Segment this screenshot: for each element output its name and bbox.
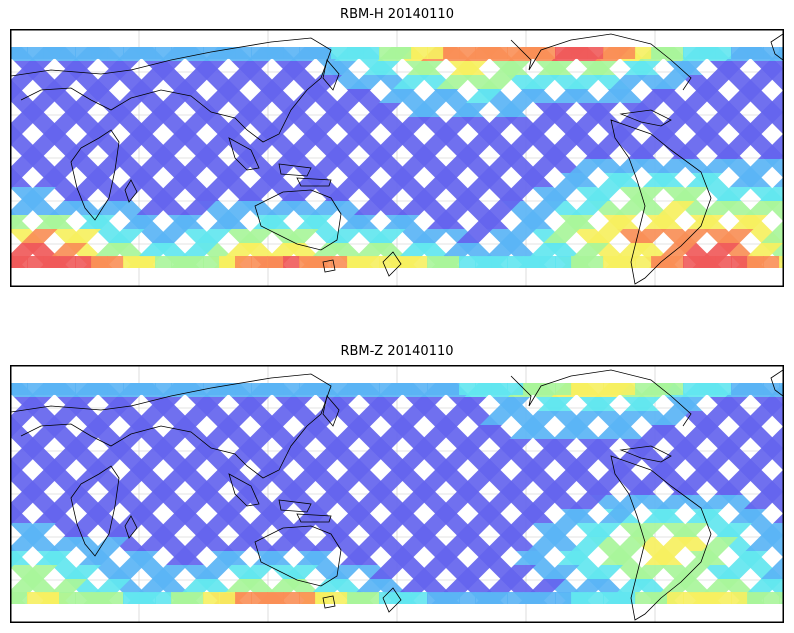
- swath-map-rbm-z: [11, 366, 783, 622]
- panel-title-rbm-h: RBM-H 20140110: [340, 7, 454, 22]
- panel-title-rbm-z: RBM-Z 20140110: [340, 344, 454, 359]
- coastlines: [11, 369, 783, 621]
- edge-bands: [11, 383, 783, 604]
- map-panel-rbm-z: [10, 365, 784, 623]
- swath-map-rbm-h: [11, 30, 783, 286]
- map-panel-rbm-h: [10, 29, 784, 287]
- edge-bands: [11, 47, 783, 268]
- coastlines: [11, 33, 783, 285]
